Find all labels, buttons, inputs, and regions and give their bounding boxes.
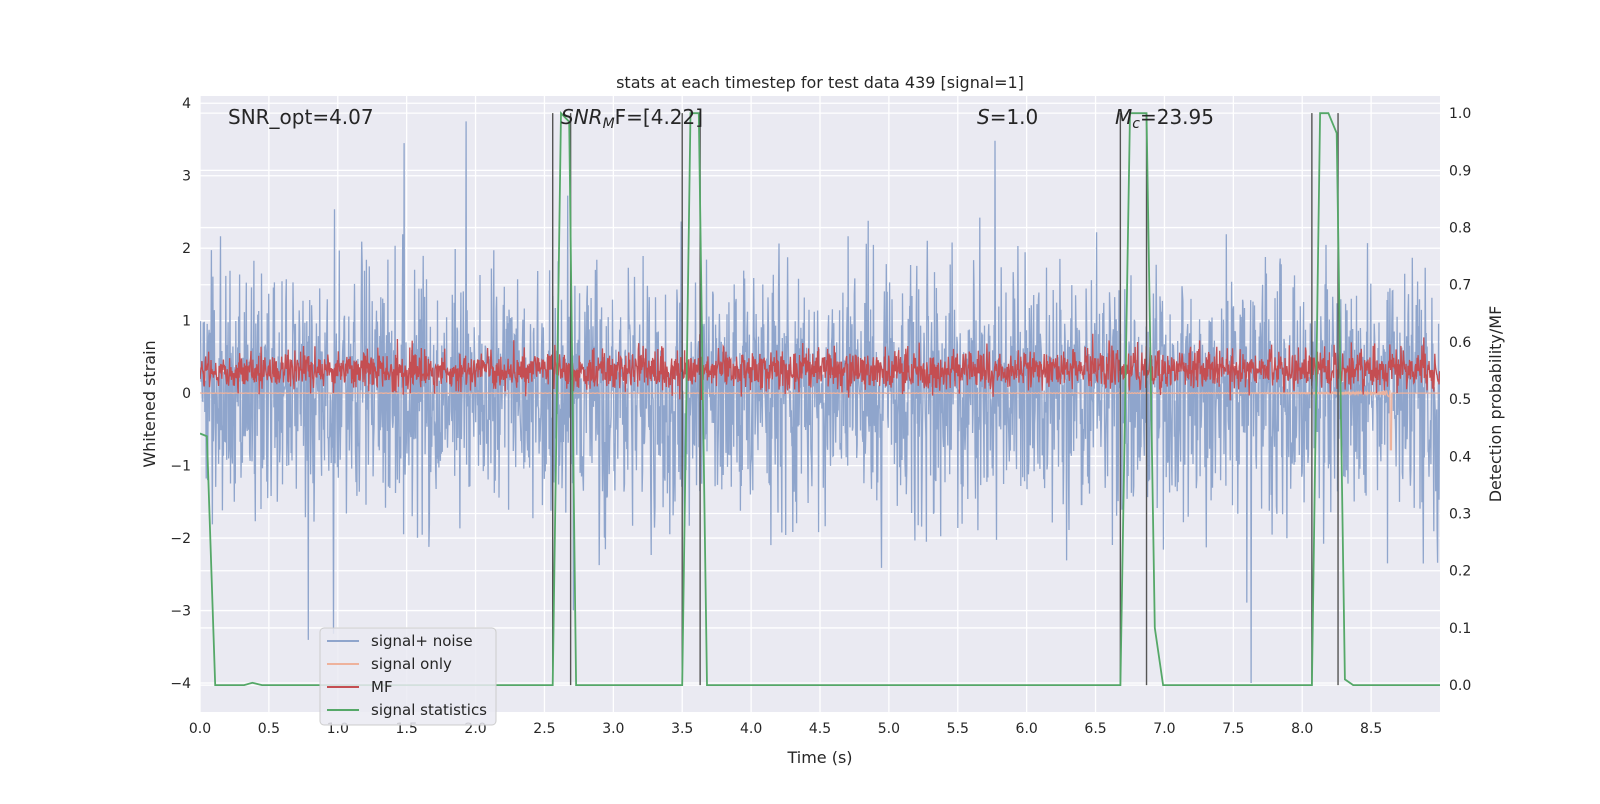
x-tick-label: 2.5 [533, 721, 555, 737]
x-tick-label: 4.0 [740, 721, 762, 737]
annotation-s: S=1.0 [977, 105, 1038, 129]
series-signal-only-line [200, 389, 1440, 451]
right-y-tick-label: 0.4 [1449, 449, 1471, 465]
annotation-snr-mf-subscript: M [603, 116, 615, 132]
right-y-tick-label: 0.2 [1449, 564, 1471, 580]
left-y-tick-label: 4 [182, 96, 191, 112]
right-y-tick-labels: 0.0 0.1 0.2 0.3 0.4 0.5 0.6 0.7 0.8 0.9 1.0 [1449, 106, 1471, 694]
legend-label-signal-only: signal only [371, 655, 452, 673]
x-tick-label: 3.0 [602, 721, 624, 737]
x-tick-label: 8.0 [1291, 721, 1313, 737]
right-y-tick-label: 0.6 [1449, 335, 1471, 351]
x-tick-label: 3.5 [671, 721, 693, 737]
x-axis-label: Time (s) [786, 748, 852, 767]
series-mf-line [200, 333, 1440, 401]
x-tick-label: 7.5 [1222, 721, 1244, 737]
legend-box [319, 627, 497, 726]
left-y-tick-label: 1 [182, 314, 191, 330]
x-tick-label: 5.0 [878, 721, 900, 737]
annotation-mc-base: M [1115, 105, 1132, 129]
right-y-tick-label: 0.5 [1449, 392, 1471, 408]
left-y-tick-label: −3 [170, 604, 191, 620]
left-y-axis-label: Whitened strain [140, 340, 159, 467]
annotation-mc: Mc=23.95 [1115, 105, 1214, 132]
right-y-axis-label: Detection probability/MF [1486, 306, 1505, 503]
x-tick-label: 7.0 [1153, 721, 1175, 737]
left-y-tick-label: 2 [182, 241, 191, 257]
left-y-tick-label: 0 [182, 386, 191, 402]
plot-area [200, 111, 1440, 686]
left-y-tick-labels: −4 −3 −2 −1 0 1 2 3 4 [170, 96, 191, 692]
x-tick-label: 8.5 [1360, 721, 1382, 737]
right-y-tick-label: 0.9 [1449, 163, 1471, 179]
x-tick-label: 6.0 [1016, 721, 1038, 737]
annotation-s-value: =1.0 [990, 105, 1039, 129]
series-signal-plus-noise-line [200, 121, 1440, 684]
left-y-tick-label: 3 [182, 169, 191, 185]
annotation-s-base: S [977, 105, 990, 129]
left-y-tick-label: −1 [170, 459, 191, 475]
right-y-tick-label: 0.1 [1449, 621, 1471, 637]
right-y-tick-label: 0.7 [1449, 278, 1471, 294]
annotation-mc-subscript: c [1132, 116, 1140, 132]
right-y-tick-label: 0.0 [1449, 678, 1471, 694]
annotation-snr-mf-value: F=[4.22] [615, 105, 703, 129]
left-y-tick-label: −2 [170, 531, 191, 547]
left-y-grid [200, 102, 1440, 684]
x-tick-label: 0.5 [258, 721, 280, 737]
x-tick-label: 4.5 [809, 721, 831, 737]
legend-label-signal-plus-noise: signal+ noise [371, 632, 473, 650]
x-tick-label: 5.5 [947, 721, 969, 737]
legend-label-signal-statistics: signal statistics [371, 701, 487, 719]
right-y-tick-label: 0.3 [1449, 507, 1471, 523]
x-tick-label: 0.0 [189, 721, 211, 737]
series-signal-statistics-line [200, 111, 1440, 686]
annotation-mc-value: =23.95 [1140, 105, 1214, 129]
annotation-snr-opt: SNR_opt=4.07 [228, 105, 374, 129]
right-y-tick-label: 1.0 [1449, 106, 1471, 122]
annotation-snr-mf-base: SNR [561, 105, 603, 129]
right-y-tick-label: 0.8 [1449, 221, 1471, 237]
legend-label-mf: MF [371, 678, 393, 696]
annotation-snr-mf: SNRMF=[4.22] [561, 105, 703, 132]
x-tick-label: 6.5 [1084, 721, 1106, 737]
legend: signal+ noise signal only MF signal stat… [319, 627, 497, 726]
left-y-tick-label: −4 [170, 676, 191, 692]
chart-title: stats at each timestep for test data 439… [616, 73, 1024, 92]
